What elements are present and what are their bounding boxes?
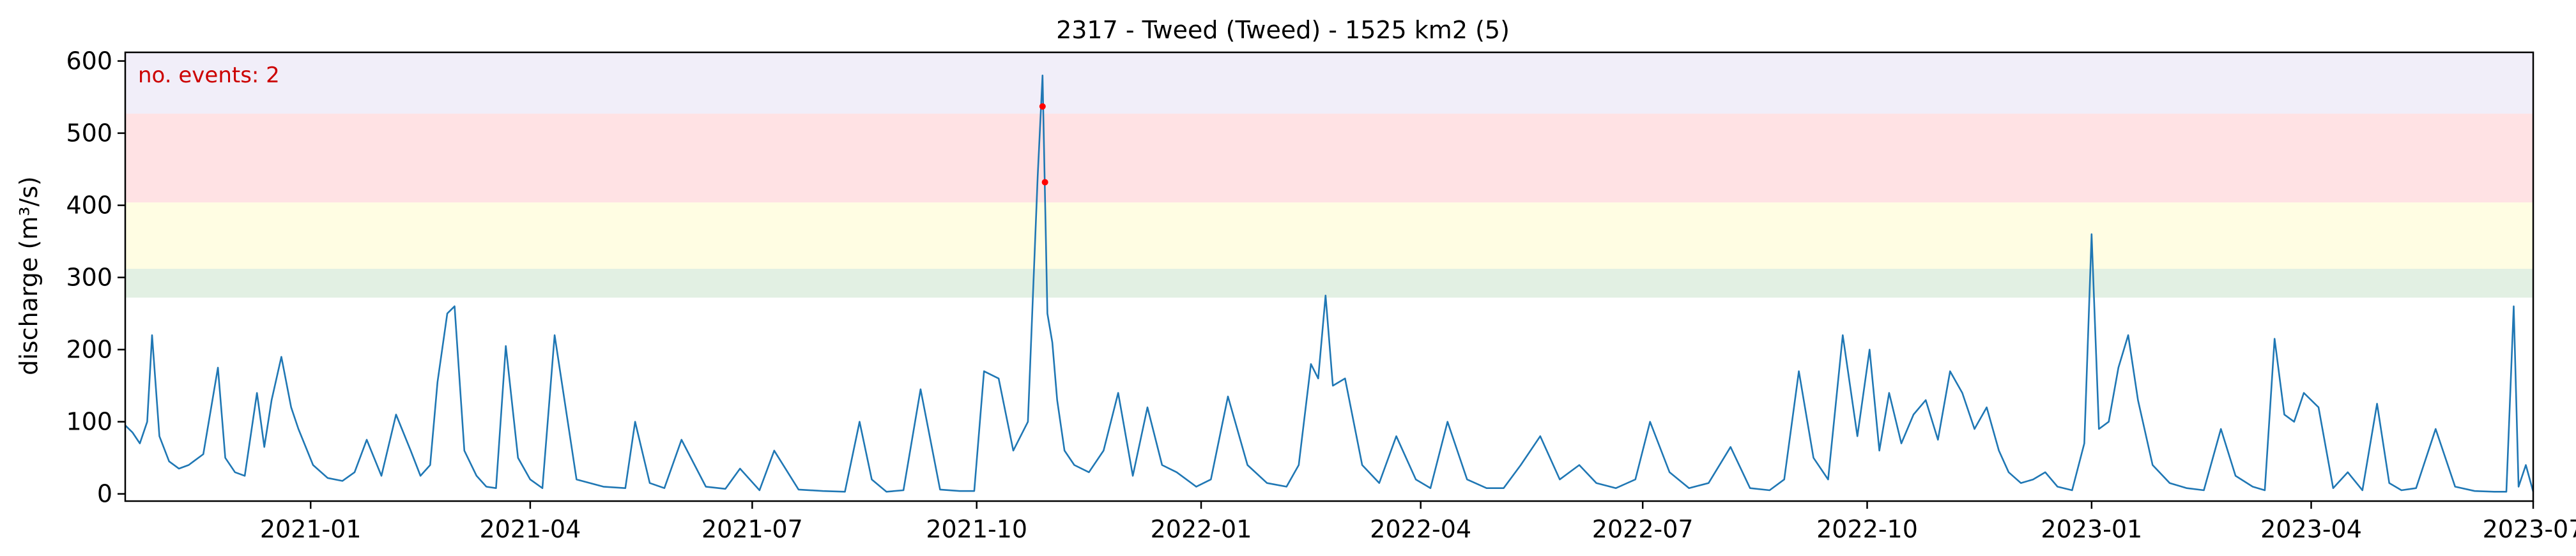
y-tick-label-0: 0	[97, 480, 112, 508]
y-tick-label-400: 400	[66, 192, 112, 220]
threshold-band-2	[125, 202, 2533, 269]
x-tick-label-2022-01: 2022-01	[1151, 515, 1252, 543]
x-tick-label-2021-01: 2021-01	[260, 515, 362, 543]
x-tick-label-2022-10: 2022-10	[1816, 515, 1918, 543]
threshold-band-1	[125, 269, 2533, 298]
y-axis: 0 100 200 300 400 500 600	[66, 47, 125, 508]
threshold-bands	[125, 52, 2533, 298]
event-marker-2	[1041, 179, 1048, 186]
y-tick-label-100: 100	[66, 408, 112, 436]
series-layer	[125, 74, 2534, 493]
discharge-series-line-1	[125, 74, 2534, 493]
y-tick-label-600: 600	[66, 47, 112, 75]
event-markers	[1039, 103, 1048, 186]
x-tick-label-2022-04: 2022-04	[1370, 515, 1471, 543]
x-tick-label-2021-07: 2021-07	[702, 515, 803, 543]
chart-title: 2317 - Tweed (Tweed) - 1525 km2 (5)	[1056, 16, 1510, 44]
threshold-band-3	[125, 114, 2533, 203]
y-tick-label-500: 500	[66, 119, 112, 147]
y-axis-label: discharge (m³/s)	[15, 176, 43, 375]
x-tick-label-2023-07: 2023-07	[2483, 515, 2576, 543]
event-count-annotation: no. events: 2	[138, 63, 280, 88]
event-marker-1	[1039, 103, 1046, 110]
x-tick-label-2021-04: 2021-04	[480, 515, 581, 543]
x-tick-label-2022-07: 2022-07	[1592, 515, 1694, 543]
threshold-band-4	[125, 52, 2533, 114]
x-tick-label-2021-10: 2021-10	[926, 515, 1027, 543]
y-tick-label-200: 200	[66, 336, 112, 364]
x-tick-label-2023-01: 2023-01	[2041, 515, 2142, 543]
x-tick-label-2023-04: 2023-04	[2260, 515, 2362, 543]
x-axis: 2021-01 2021-04 2021-07 2021-10 2022-01 2022-…	[260, 501, 2576, 543]
y-tick-label-300: 300	[66, 264, 112, 292]
